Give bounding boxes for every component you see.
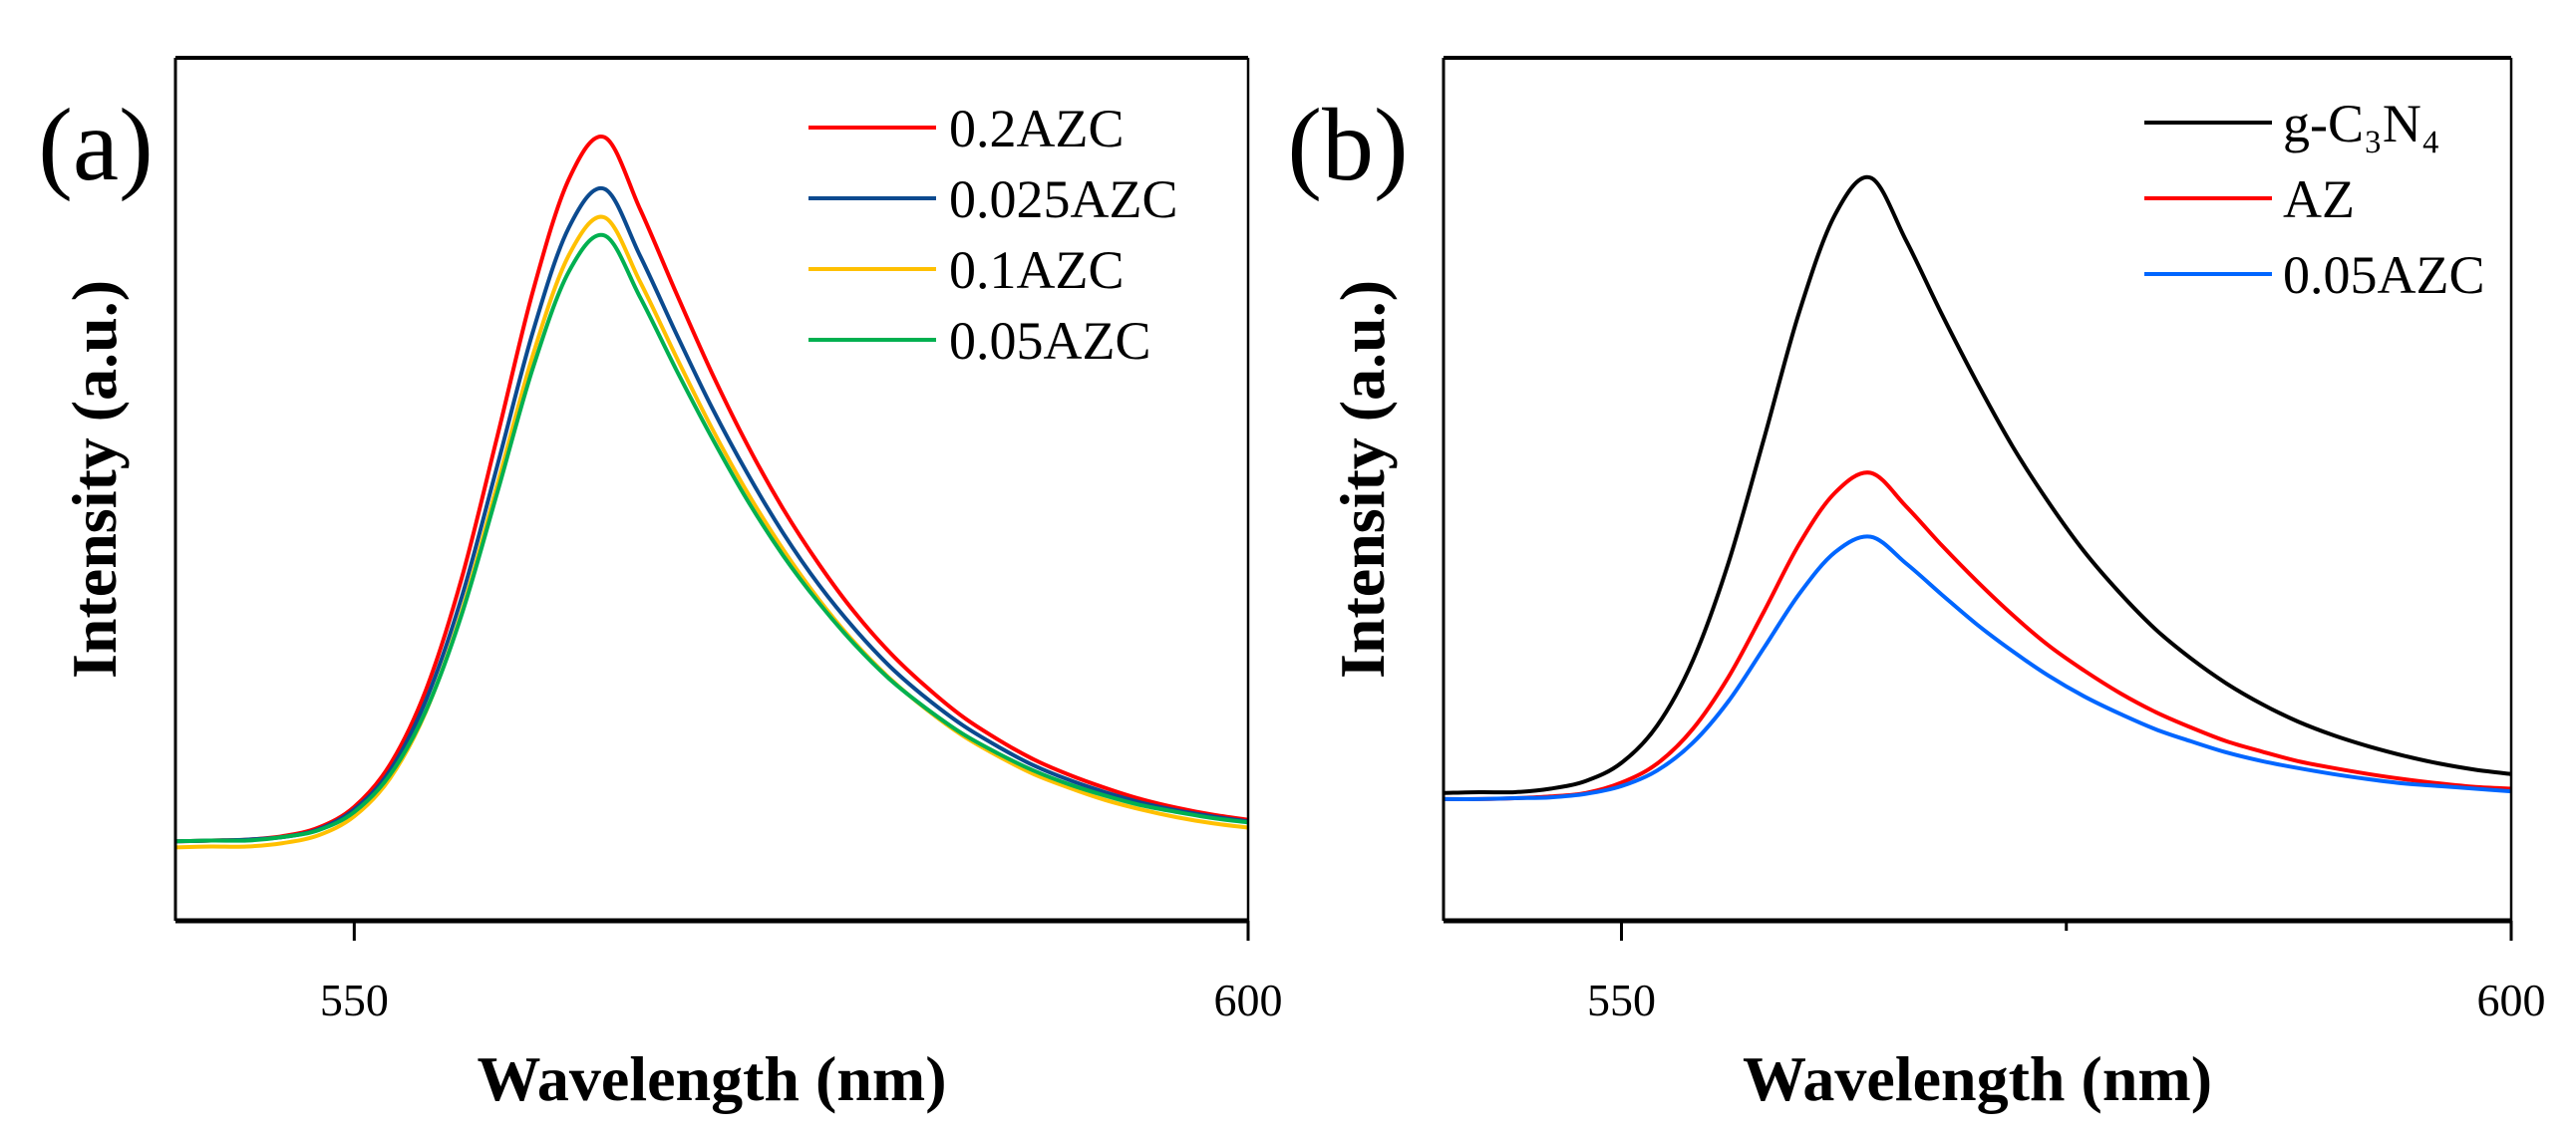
panel-label: (b): [1287, 88, 1408, 202]
legend-item: 0.05AZC: [808, 311, 1151, 371]
y-axis-title: Intensity (a.u.): [59, 280, 130, 679]
plot-area: [1444, 174, 2511, 801]
series-line-az: [1444, 470, 2511, 801]
series-line-0.05azc: [175, 232, 1248, 844]
series-line-0.2azc: [175, 134, 1248, 844]
plot-area: [175, 134, 1248, 850]
legend-item: g-C₃N₄: [2144, 94, 2440, 153]
legend-label: 0.025AZC: [949, 169, 1178, 229]
series-line-g-c-n-: [1444, 174, 2511, 795]
legend-item: 0.1AZC: [808, 240, 1125, 300]
legend-item: AZ: [2144, 169, 2355, 229]
legend-label: 0.2AZC: [949, 99, 1125, 158]
x-axis-title: Wavelength (nm): [1743, 1043, 2212, 1114]
legend: 0.2AZC 0.025AZC 0.1AZC 0.05AZC: [808, 99, 1178, 371]
panel-a: 550 600 Wavelength (nm) Intensity (a.u.) (a)…: [38, 56, 1283, 1114]
legend-item: 0.2AZC: [808, 99, 1125, 158]
legend-item: 0.05AZC: [2144, 245, 2485, 305]
legend-label: g-C₃N₄: [2283, 94, 2440, 153]
legend: g-C₃N₄ AZ 0.05AZC: [2144, 94, 2485, 305]
legend-item: 0.025AZC: [808, 169, 1178, 229]
x-tick-label: 600: [1214, 975, 1283, 1025]
legend-label: 0.05AZC: [2283, 245, 2485, 305]
series-line-0.025azc: [175, 185, 1248, 844]
x-axis-title: Wavelength (nm): [477, 1043, 946, 1114]
y-axis-title: Intensity (a.u.): [1327, 280, 1398, 679]
panel-label: (a): [38, 88, 153, 202]
series-line-0.05azc: [1444, 534, 2511, 801]
legend-label: AZ: [2283, 169, 2355, 229]
panel-b: 550 600 Wavelength (nm) Intensity (a.u.) (b)…: [1287, 56, 2546, 1114]
x-tick-label: 600: [2477, 975, 2546, 1025]
x-tick-label: 550: [1587, 975, 1656, 1025]
legend-label: 0.05AZC: [949, 311, 1151, 371]
legend-label: 0.1AZC: [949, 240, 1125, 300]
x-tick-label: 550: [320, 975, 389, 1025]
series-line-0.1azc: [175, 214, 1248, 850]
